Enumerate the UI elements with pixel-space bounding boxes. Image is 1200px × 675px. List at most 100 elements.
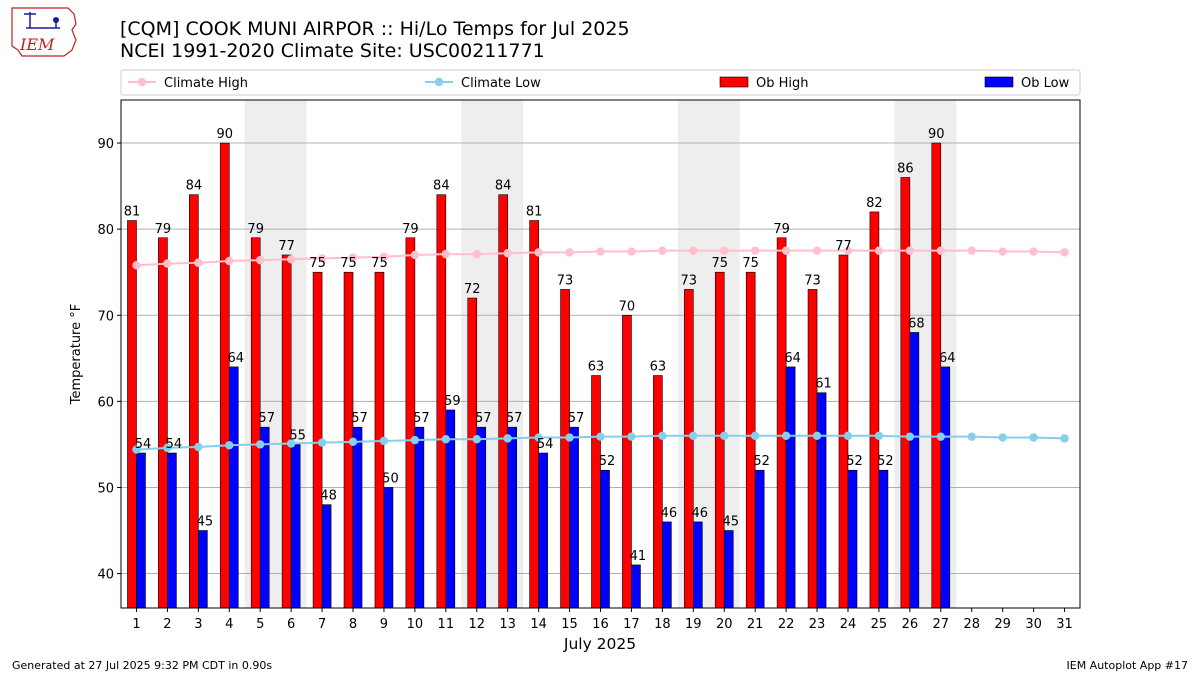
x-tick-label: 22 [778,617,795,632]
climate-low-point [596,432,605,441]
ob-high-bar [127,220,137,609]
climate-low-point [689,431,698,440]
ob-high-bar [745,271,756,609]
ob-low-bar [631,564,641,609]
climate-low-point [472,435,481,444]
ob-low-value-label: 50 [382,471,399,486]
ob-high-value-label: 82 [866,196,883,211]
legend-frame [120,69,1081,96]
y-tick-label: 60 [97,395,114,410]
climate-low-point [720,431,729,440]
ob-low-value-label: 41 [630,549,647,564]
ob-high-bar [838,254,849,609]
ob-high-value-label: 63 [588,360,605,375]
ob-low-value-label: 57 [475,411,492,426]
climate-high-point [658,246,667,255]
ob-low-value-label: 55 [289,428,306,443]
climate-high-point [998,247,1007,256]
x-tick-label: 17 [623,617,640,632]
ob-high-value-label: 84 [433,179,450,194]
x-tick-label: 6 [287,617,295,632]
climate-low-point [627,432,636,441]
x-tick-label: 9 [380,617,388,632]
ob-low-value-label: 54 [135,437,152,452]
ob-low-value-label: 57 [258,411,275,426]
climate-low-point [379,436,389,446]
ob-low-value-label: 46 [661,506,678,521]
ob-low-value-label: 52 [846,454,863,469]
ob-high-bar [622,314,632,609]
x-tick-label: 14 [530,617,547,632]
weather-station-icon [24,12,60,29]
climate-high-point [843,246,853,255]
climate-low-point [317,438,327,447]
ob-low-bar [785,366,796,609]
climate-high-point [194,258,203,267]
legend-ob-high: Ob High [719,76,809,91]
climate-low-point [565,433,574,442]
ob-high-value-label: 86 [897,161,914,176]
ob-high-value-label: 75 [371,256,388,271]
ob-high-value-label: 73 [804,273,821,288]
climate-high-point [720,246,729,255]
climate-low-point [286,439,296,448]
legend-climate-low: Climate Low [425,76,541,91]
ob-high-bar [529,220,539,609]
climate-low-point [534,433,543,442]
climate-high-point [503,249,512,258]
ob-low-bar [507,426,517,609]
ob-high-bar [560,289,570,609]
ob-low-bar [352,426,363,609]
climate-high-point [874,246,884,255]
climate-low-point [658,431,667,440]
ob-high-bar [653,375,663,609]
climate-high-point [441,249,451,259]
x-tick-label: 19 [685,617,702,632]
ob-low-bar [754,469,765,609]
climate-high-point [1029,247,1038,256]
ob-low-value-label: 61 [815,377,832,392]
x-tick-label: 24 [840,617,857,632]
ob-low-value-label: 45 [197,515,214,530]
ob-low-bar [290,444,301,609]
y-tick-label: 90 [97,137,114,152]
climate-high-point [812,246,822,255]
legend-ob-high-label: Ob High [756,76,809,91]
legend-ob-low-label: Ob Low [1021,76,1070,91]
ob-low-bar [723,530,734,609]
ob-low-bar [909,332,920,609]
ob-low-value-label: 46 [692,506,709,521]
ob-high-value-label: 90 [928,127,945,142]
legend-climate-low-label: Climate Low [461,76,541,91]
chart-subtitle: NCEI 1991-2020 Climate Site: USC00211771 [120,40,545,62]
ob-high-value-label: 75 [742,256,759,271]
x-tick-label: 2 [163,617,171,632]
climate-high-point [565,248,574,257]
ob-low-value-label: 64 [784,351,801,366]
ob-high-value-label: 84 [495,179,512,194]
ob-high-value-label: 75 [340,256,357,271]
ob-high-value-label: 79 [155,222,172,237]
climate-low-point [781,431,791,440]
legend-climate-high: Climate High [128,76,248,91]
x-tick-label: 25 [871,617,888,632]
x-tick-label: 29 [994,617,1011,632]
ob-high-value-label: 81 [124,205,141,220]
x-tick-label: 4 [225,617,233,632]
x-tick-label: 30 [1025,617,1042,632]
climate-low-point [874,431,884,440]
climate-low-point [132,445,141,454]
climate-high-point [781,246,791,255]
ob-low-value-label: 59 [444,394,461,409]
legend-climate-low-marker [434,77,444,87]
x-tick-label: 13 [499,617,516,632]
climate-low-point [905,432,915,441]
ob-low-bar [600,469,610,609]
climate-low-point [998,433,1007,442]
y-axis-label: Temperature °F [69,304,84,405]
x-tick-label: 3 [194,617,202,632]
ob-low-bar [847,469,858,609]
ob-low-value-label: 64 [939,351,956,366]
